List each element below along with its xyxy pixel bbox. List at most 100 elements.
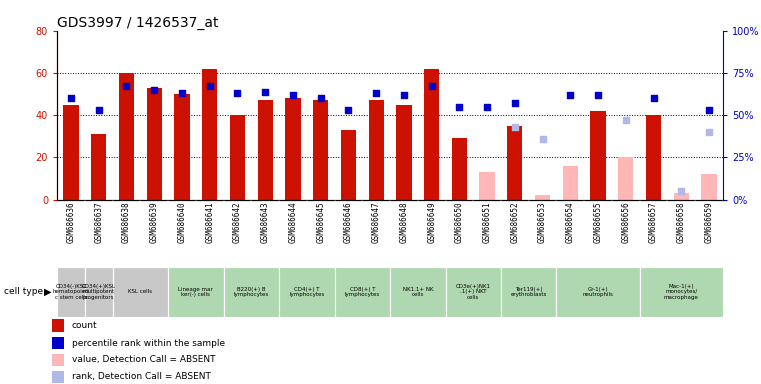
Point [509, 124, 521, 130]
Point [454, 104, 466, 110]
Text: GSM686640: GSM686640 [177, 201, 186, 243]
Bar [424, 69, 439, 200]
Text: cell type: cell type [4, 287, 43, 296]
Bar [63, 105, 78, 200]
Bar [452, 139, 467, 200]
Point [619, 117, 632, 123]
Bar [368, 101, 384, 200]
Point [65, 95, 77, 101]
Bar [279, 267, 335, 317]
Bar [147, 88, 162, 200]
Point [509, 100, 521, 106]
Bar [84, 267, 113, 317]
Bar [91, 134, 107, 200]
Text: GSM686639: GSM686639 [150, 201, 159, 243]
Point [120, 83, 132, 89]
Text: count: count [72, 321, 97, 330]
Text: GSM686655: GSM686655 [594, 201, 603, 243]
Bar [53, 337, 64, 349]
Point [148, 87, 161, 93]
Text: rank, Detection Call = ABSENT: rank, Detection Call = ABSENT [72, 372, 211, 381]
Point [703, 107, 715, 113]
Bar [230, 115, 245, 200]
Text: CD8(+) T
lymphocytes: CD8(+) T lymphocytes [345, 286, 380, 297]
Text: GSM686650: GSM686650 [455, 201, 464, 243]
Text: Gr-1(+)
neutrophils: Gr-1(+) neutrophils [583, 286, 613, 297]
Bar [390, 267, 445, 317]
Text: CD3e(+)NK1
.1(+) NKT
cells: CD3e(+)NK1 .1(+) NKT cells [456, 284, 491, 300]
Point [675, 188, 687, 194]
Point [425, 83, 438, 89]
Point [537, 136, 549, 142]
Text: GSM686636: GSM686636 [66, 201, 75, 243]
Text: Lineage mar
ker(-) cells: Lineage mar ker(-) cells [178, 286, 213, 297]
Bar [285, 98, 301, 200]
Text: GSM686652: GSM686652 [511, 201, 519, 243]
Text: CD34(+)KSL
multipotent
progenitors: CD34(+)KSL multipotent progenitors [81, 284, 116, 300]
Point [648, 95, 660, 101]
Point [176, 90, 188, 96]
Text: GSM686643: GSM686643 [261, 201, 269, 243]
Bar [562, 166, 578, 200]
Bar [341, 130, 356, 200]
Text: GSM686638: GSM686638 [122, 201, 131, 243]
Point [370, 90, 382, 96]
Text: B220(+) B
lymphocytes: B220(+) B lymphocytes [234, 286, 269, 297]
Text: GSM686648: GSM686648 [400, 201, 409, 243]
Text: GSM686654: GSM686654 [566, 201, 575, 243]
Point [481, 104, 493, 110]
Bar [618, 157, 633, 200]
Bar [640, 267, 723, 317]
Text: value, Detection Call = ABSENT: value, Detection Call = ABSENT [72, 355, 215, 364]
Text: GSM686653: GSM686653 [538, 201, 547, 243]
Bar [174, 94, 189, 200]
Point [703, 129, 715, 135]
Bar [479, 172, 495, 200]
Bar [702, 174, 717, 200]
Text: GSM686657: GSM686657 [649, 201, 658, 243]
Text: GSM686644: GSM686644 [288, 201, 298, 243]
Point [564, 92, 576, 98]
Text: Ter119(+)
erythroblasts: Ter119(+) erythroblasts [511, 286, 547, 297]
Point [398, 92, 410, 98]
Text: GSM686641: GSM686641 [205, 201, 214, 243]
Bar [535, 195, 550, 200]
Point [314, 95, 326, 101]
Text: GSM686651: GSM686651 [482, 201, 492, 243]
Bar [53, 371, 64, 382]
Text: CD34(-)KSL
hematopoieti
c stem cells: CD34(-)KSL hematopoieti c stem cells [53, 284, 89, 300]
Bar [646, 115, 661, 200]
Text: CD4(+) T
lymphocytes: CD4(+) T lymphocytes [289, 286, 324, 297]
Bar [508, 126, 523, 200]
Text: KSL cells: KSL cells [129, 289, 152, 295]
Bar [224, 267, 279, 317]
Bar [673, 194, 689, 200]
Text: GSM686637: GSM686637 [94, 201, 103, 243]
Text: GSM686659: GSM686659 [705, 201, 714, 243]
Point [204, 83, 216, 89]
Point [231, 90, 244, 96]
Bar [202, 69, 218, 200]
Bar [57, 267, 84, 317]
Point [287, 92, 299, 98]
Bar [501, 267, 556, 317]
Point [259, 88, 271, 94]
Text: GSM686649: GSM686649 [427, 201, 436, 243]
Point [592, 92, 604, 98]
Text: percentile rank within the sample: percentile rank within the sample [72, 339, 224, 348]
Bar [53, 319, 64, 332]
Text: GSM686642: GSM686642 [233, 201, 242, 243]
Bar [591, 111, 606, 200]
Bar [113, 267, 168, 317]
Bar [257, 101, 272, 200]
Text: GSM686656: GSM686656 [621, 201, 630, 243]
Text: ▶: ▶ [44, 287, 52, 297]
Text: GSM686646: GSM686646 [344, 201, 353, 243]
Bar [556, 267, 640, 317]
Bar [168, 267, 224, 317]
Text: GSM686658: GSM686658 [677, 201, 686, 243]
Bar [313, 101, 328, 200]
Bar [396, 105, 412, 200]
Text: Mac-1(+)
monocytes/
macrophage: Mac-1(+) monocytes/ macrophage [664, 284, 699, 300]
Bar [53, 354, 64, 366]
